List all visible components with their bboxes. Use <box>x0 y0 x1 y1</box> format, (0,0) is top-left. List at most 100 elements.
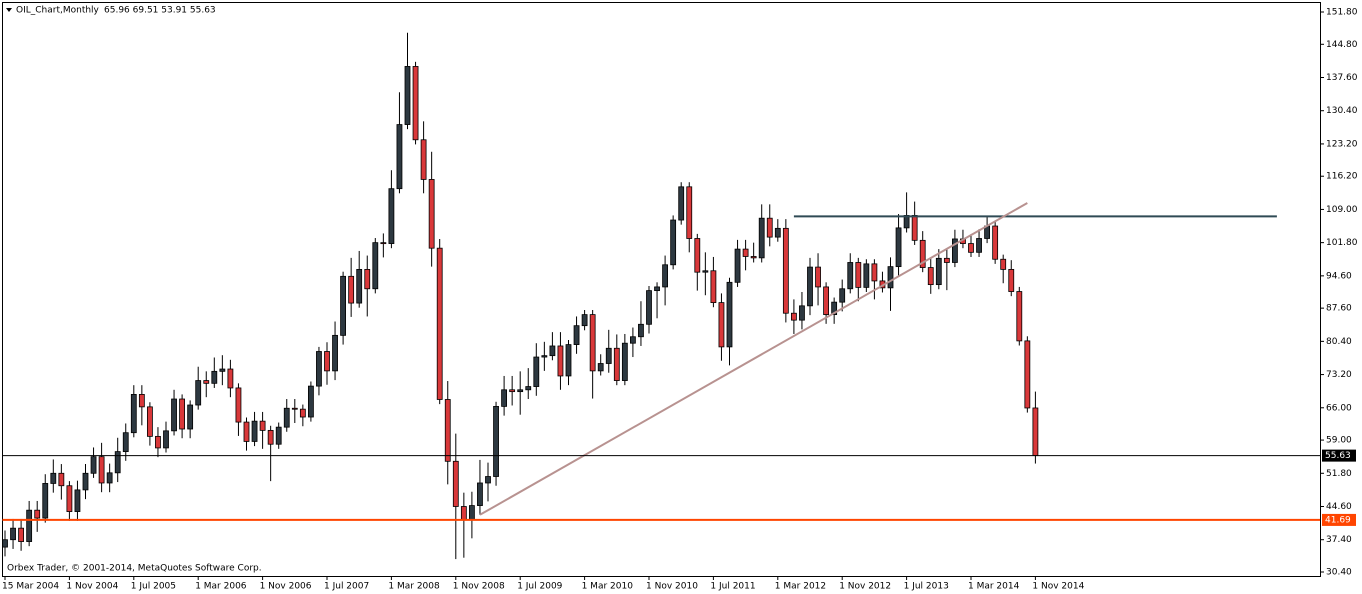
candle-body <box>485 476 491 484</box>
candle-body <box>460 506 467 521</box>
candle-body <box>839 288 846 303</box>
candle-body <box>549 345 556 357</box>
candle-body <box>630 336 636 344</box>
candle-body <box>702 270 709 273</box>
candle-body <box>283 407 290 428</box>
candle-body <box>412 66 419 141</box>
candle-body <box>299 408 306 418</box>
candle-body <box>533 356 540 387</box>
candle-body <box>887 266 894 289</box>
candle-body <box>1000 258 1007 270</box>
candle-body <box>992 225 999 260</box>
candle-body <box>10 527 16 541</box>
candle-body <box>114 451 121 474</box>
candle-body <box>501 389 508 407</box>
plot-frame <box>2 2 1321 577</box>
candle-body <box>678 186 685 221</box>
y-tick-label: 144.80 <box>1326 40 1358 50</box>
candle-body <box>613 347 620 381</box>
candle-body <box>227 368 234 389</box>
candle-body <box>90 456 97 474</box>
candle-body <box>195 380 202 406</box>
candle-body <box>1024 340 1031 409</box>
candle-body <box>646 290 652 325</box>
candle-body <box>428 179 435 249</box>
candle-body <box>605 347 612 364</box>
candle-body <box>316 351 322 387</box>
candle-body <box>34 509 41 519</box>
candle-body <box>146 406 153 437</box>
candle-body <box>509 389 516 393</box>
candle-body <box>935 257 942 286</box>
x-tick-label: 1 Mar 2008 <box>388 582 440 592</box>
candle-body <box>388 188 395 244</box>
candle-body <box>171 398 177 432</box>
candle-body <box>895 227 902 268</box>
candle-body <box>557 345 564 377</box>
candle-body <box>348 275 355 304</box>
candle-body <box>179 398 186 430</box>
candle-body <box>871 263 878 282</box>
candle-body <box>686 186 693 239</box>
candle-body <box>211 370 218 384</box>
candle-body <box>259 420 266 431</box>
candle-body <box>919 239 926 268</box>
candle-body <box>565 344 572 377</box>
y-tick-label: 94.60 <box>1326 271 1352 281</box>
candle-body <box>58 472 65 487</box>
candle-body <box>718 302 725 348</box>
candle-body <box>742 248 749 257</box>
candle-body <box>573 325 580 345</box>
candle-body <box>855 262 862 288</box>
y-tick-label: 137.60 <box>1326 73 1358 83</box>
candle-body <box>50 472 57 484</box>
chart-title: OIL_Chart,Monthly <box>16 6 100 16</box>
candle-body <box>597 363 604 372</box>
candle-body <box>621 342 628 381</box>
level-label: 55.63 <box>1325 451 1351 461</box>
candle-body <box>710 270 717 304</box>
candle-body <box>420 139 427 180</box>
candle-body <box>74 489 81 512</box>
y-tick-label: 116.20 <box>1326 172 1358 182</box>
x-tick-label: 1 Nov 2014 <box>1032 582 1084 592</box>
candle-body <box>734 248 741 283</box>
candle-body <box>163 430 169 449</box>
y-tick-label: 73.20 <box>1326 370 1352 380</box>
candle-body <box>138 394 145 408</box>
candle-body <box>275 426 282 445</box>
candle-body <box>766 217 773 238</box>
y-tick-label: 51.80 <box>1326 469 1352 479</box>
candle-body <box>654 286 660 292</box>
candle-body <box>976 238 982 253</box>
candle-body <box>517 389 524 393</box>
candle-body <box>332 334 338 372</box>
candle-body <box>444 399 451 462</box>
trend-line <box>479 202 1028 516</box>
candle-body <box>694 238 701 273</box>
candle-body <box>638 323 644 338</box>
candle-body <box>782 227 789 314</box>
x-tick-label: 1 Mar 2012 <box>775 582 826 592</box>
candle-body <box>968 243 974 253</box>
candle-body <box>291 407 298 410</box>
x-tick-label: 1 Mar 2014 <box>968 582 1020 592</box>
candle-body <box>774 227 781 238</box>
candle-body <box>468 505 475 521</box>
candle-body <box>823 286 829 316</box>
x-tick-label: 1 Nov 2008 <box>453 582 505 592</box>
x-tick-label: 1 Nov 2004 <box>66 582 118 592</box>
candle-body <box>1016 291 1023 342</box>
y-tick-label: 109.00 <box>1326 205 1358 215</box>
candle-body <box>911 215 918 241</box>
candle-body <box>98 456 105 484</box>
y-tick-label: 123.20 <box>1326 139 1358 149</box>
x-tick-label: 1 Nov 2010 <box>646 582 698 592</box>
candle-body <box>82 472 89 491</box>
y-tick-label: 101.80 <box>1326 238 1358 248</box>
candle-body <box>589 314 596 372</box>
candle-body <box>493 405 499 477</box>
y-tick-label: 80.40 <box>1326 337 1352 347</box>
candle-body <box>380 242 387 245</box>
